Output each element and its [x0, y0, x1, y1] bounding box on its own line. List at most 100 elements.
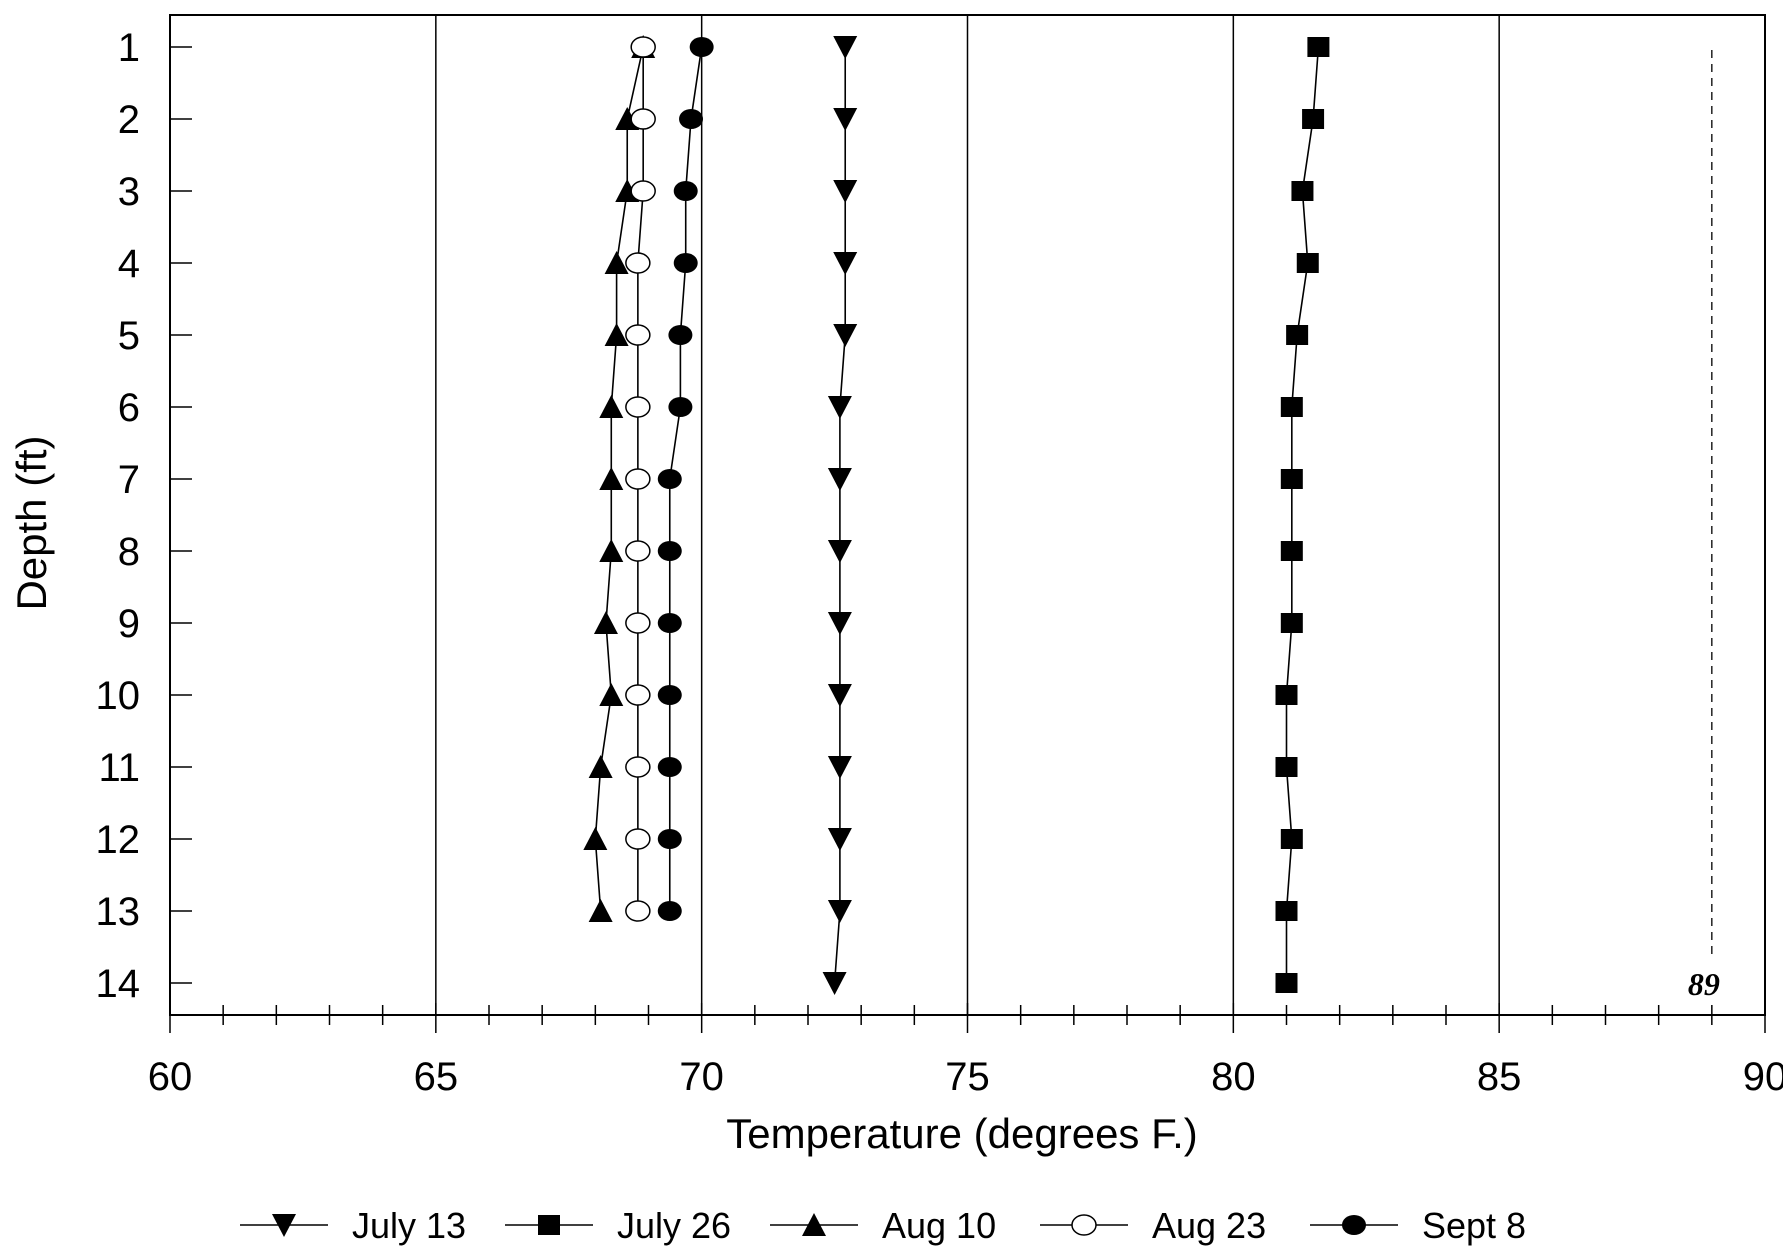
data-point-aug-10 [593, 611, 618, 634]
series-layer [583, 35, 1330, 995]
data-point-july-13 [827, 540, 852, 563]
data-point-sept-8 [657, 541, 682, 561]
data-point-july-26 [1280, 541, 1303, 561]
data-point-aug-23 [630, 108, 656, 130]
legend-marker-sept-8 [1342, 1215, 1366, 1235]
data-point-july-13 [822, 972, 847, 995]
y-tick-label: 14 [96, 962, 141, 1006]
data-point-aug-23 [625, 756, 651, 778]
data-point-aug-10 [599, 395, 624, 418]
data-point-sept-8 [668, 397, 693, 417]
data-point-sept-8 [673, 181, 698, 201]
data-point-sept-8 [668, 325, 693, 345]
x-tick-label: 90 [1743, 1055, 1783, 1099]
data-point-aug-23 [625, 900, 651, 922]
legend-item-aug-23: Aug 23 [1040, 1205, 1266, 1246]
data-point-july-13 [827, 468, 852, 491]
legend-label-aug-23: Aug 23 [1152, 1205, 1266, 1246]
data-point-sept-8 [657, 901, 682, 921]
series-line-july-26 [1285, 46, 1320, 983]
data-point-july-13 [827, 612, 852, 635]
x-tick-label: 70 [679, 1055, 724, 1099]
legend-item-july-26: July 26 [505, 1205, 731, 1246]
annotation-label: 89 [1688, 966, 1720, 1002]
data-point-july-26 [1286, 325, 1309, 345]
series-aug-23 [625, 36, 656, 922]
legend-label-sept-8: Sept 8 [1422, 1205, 1526, 1246]
legend-item-sept-8: Sept 8 [1310, 1205, 1526, 1246]
data-point-aug-10 [588, 899, 613, 922]
data-point-july-13 [833, 324, 858, 347]
data-point-july-13 [827, 684, 852, 707]
y-tick-label: 5 [118, 314, 140, 358]
y-axis-title: Depth (ft) [8, 435, 55, 610]
legend-marker-july-26 [538, 1215, 560, 1235]
data-point-aug-23 [625, 468, 651, 490]
y-tick-label: 13 [96, 890, 141, 934]
data-point-sept-8 [673, 253, 698, 273]
y-tick-label: 10 [96, 674, 141, 718]
data-point-july-13 [833, 252, 858, 275]
y-tick-label: 6 [118, 386, 140, 430]
data-point-july-13 [827, 900, 852, 923]
data-point-aug-23 [625, 828, 651, 850]
x-tick-label: 65 [414, 1055, 459, 1099]
legend-item-july-13: July 13 [240, 1205, 466, 1246]
x-axis-title: Temperature (degrees F.) [726, 1110, 1198, 1157]
legend-marker-aug-23 [1071, 1214, 1097, 1236]
data-point-july-26 [1275, 901, 1298, 921]
grid-layer [435, 15, 1500, 1015]
data-point-july-13 [833, 108, 858, 131]
legend-label-july-26: July 26 [617, 1205, 731, 1246]
data-point-sept-8 [657, 829, 682, 849]
data-point-aug-10 [599, 467, 624, 490]
data-point-july-13 [827, 396, 852, 419]
data-point-july-26 [1280, 829, 1303, 849]
data-point-aug-23 [625, 396, 651, 418]
legend-marker-july-13 [272, 1214, 296, 1237]
x-tick-label: 80 [1211, 1055, 1256, 1099]
y-tick-label: 4 [118, 242, 140, 286]
y-tick-label: 1 [118, 26, 140, 70]
data-point-july-26 [1296, 253, 1319, 273]
data-point-july-13 [833, 36, 858, 59]
data-point-sept-8 [679, 109, 704, 129]
data-point-aug-10 [583, 827, 608, 850]
data-point-sept-8 [657, 757, 682, 777]
data-point-july-26 [1275, 757, 1298, 777]
data-point-sept-8 [689, 37, 714, 57]
data-point-aug-23 [625, 324, 651, 346]
y-tick-label: 8 [118, 530, 140, 574]
legend: July 13 July 26 Aug 10 Aug 23 Sept 8 [240, 1205, 1526, 1246]
x-tick-label: 85 [1477, 1055, 1522, 1099]
series-sept-8 [657, 37, 714, 921]
data-point-aug-23 [625, 540, 651, 562]
data-point-aug-23 [630, 180, 656, 202]
data-point-aug-10 [599, 683, 624, 706]
legend-label-aug-10: Aug 10 [882, 1205, 996, 1246]
data-point-sept-8 [657, 685, 682, 705]
data-point-july-26 [1291, 181, 1314, 201]
y-tick-label: 7 [118, 458, 140, 502]
x-tick-label: 75 [945, 1055, 990, 1099]
data-point-july-26 [1275, 973, 1298, 993]
y-tick-label: 9 [118, 602, 140, 646]
x-tick-label: 60 [148, 1055, 193, 1099]
data-point-july-26 [1280, 613, 1303, 633]
data-point-aug-23 [630, 36, 656, 58]
legend-item-aug-10: Aug 10 [770, 1205, 996, 1246]
data-point-july-26 [1280, 469, 1303, 489]
data-point-july-13 [827, 828, 852, 851]
series-july-26 [1275, 37, 1330, 993]
data-point-aug-10 [599, 539, 624, 562]
data-point-sept-8 [657, 469, 682, 489]
data-point-july-13 [827, 756, 852, 779]
legend-marker-aug-10 [802, 1213, 826, 1236]
data-point-sept-8 [657, 613, 682, 633]
data-point-july-26 [1302, 109, 1325, 129]
data-point-aug-23 [625, 612, 651, 634]
data-point-aug-10 [588, 755, 613, 778]
y-tick-label: 11 [98, 746, 140, 790]
